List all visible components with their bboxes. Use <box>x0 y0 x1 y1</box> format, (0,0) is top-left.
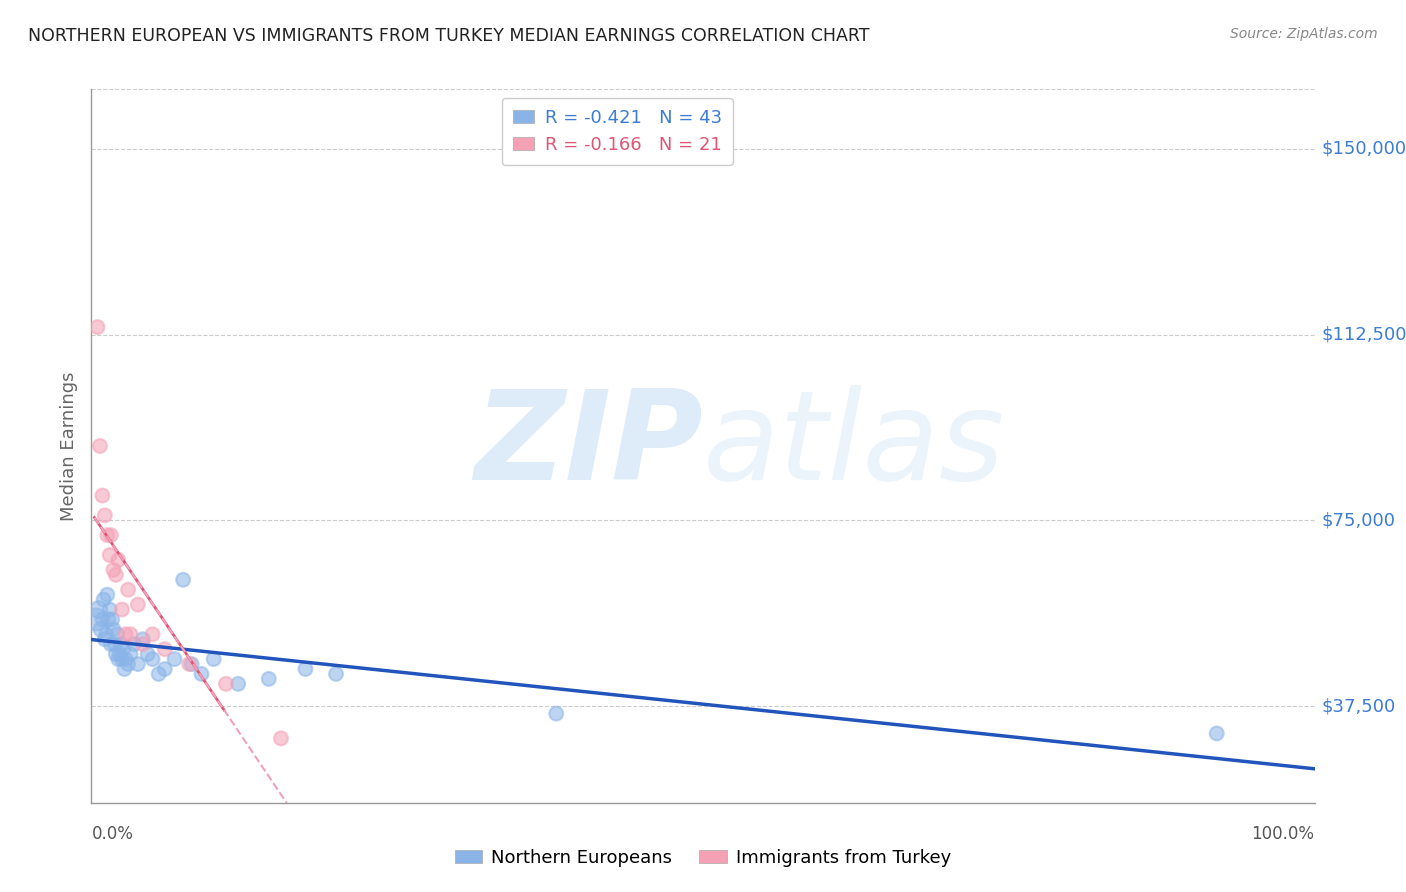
Text: ZIP: ZIP <box>474 385 703 507</box>
Point <box>111 652 134 666</box>
Point <box>153 642 176 657</box>
Point <box>546 706 568 721</box>
Point <box>117 657 139 671</box>
Point <box>215 677 238 691</box>
Point <box>132 632 155 647</box>
Text: atlas: atlas <box>703 385 1005 507</box>
Point <box>114 627 136 641</box>
Point <box>122 637 145 651</box>
Point <box>98 602 121 616</box>
Point <box>132 637 155 651</box>
Point <box>179 657 201 671</box>
Point <box>202 652 225 666</box>
Point <box>96 588 118 602</box>
Point <box>90 623 112 637</box>
Point <box>120 627 142 641</box>
Point <box>86 320 108 334</box>
Y-axis label: Median Earnings: Median Earnings <box>59 371 77 521</box>
Point <box>127 657 149 671</box>
Point <box>108 647 131 661</box>
Point <box>94 632 117 647</box>
Point <box>103 623 125 637</box>
Point <box>148 667 170 681</box>
Point <box>172 573 194 587</box>
Point <box>97 612 120 626</box>
Point <box>101 612 124 626</box>
Point <box>1205 726 1227 740</box>
Point <box>89 439 111 453</box>
Point <box>96 528 118 542</box>
Text: $150,000: $150,000 <box>1322 140 1406 158</box>
Point <box>100 528 122 542</box>
Text: Source: ZipAtlas.com: Source: ZipAtlas.com <box>1230 27 1378 41</box>
Legend: R = -0.421   N = 43, R = -0.166   N = 21: R = -0.421 N = 43, R = -0.166 N = 21 <box>502 98 733 165</box>
Point <box>93 592 115 607</box>
Point <box>141 627 163 641</box>
Point <box>84 612 107 626</box>
Point <box>180 657 202 671</box>
Point <box>104 637 127 651</box>
Point <box>226 677 249 691</box>
Point <box>127 598 149 612</box>
Point <box>294 662 316 676</box>
Point <box>91 489 114 503</box>
Point <box>103 563 125 577</box>
Point <box>94 508 117 523</box>
Point <box>163 652 186 666</box>
Point <box>107 553 129 567</box>
Text: NORTHERN EUROPEAN VS IMMIGRANTS FROM TURKEY MEDIAN EARNINGS CORRELATION CHART: NORTHERN EUROPEAN VS IMMIGRANTS FROM TUR… <box>28 27 870 45</box>
Point <box>117 582 139 597</box>
Point <box>111 602 134 616</box>
Point <box>141 652 163 666</box>
Point <box>104 567 127 582</box>
Text: $37,500: $37,500 <box>1322 698 1396 715</box>
Point <box>120 647 142 661</box>
Legend: Northern Europeans, Immigrants from Turkey: Northern Europeans, Immigrants from Turk… <box>449 842 957 874</box>
Point <box>94 627 117 641</box>
Text: $112,500: $112,500 <box>1322 326 1406 343</box>
Point <box>105 627 128 641</box>
Point <box>104 647 127 661</box>
Point <box>112 662 135 676</box>
Point <box>110 637 132 651</box>
Point <box>98 548 121 562</box>
Point <box>114 652 136 666</box>
Text: 100.0%: 100.0% <box>1251 825 1315 843</box>
Text: 0.0%: 0.0% <box>91 825 134 843</box>
Text: $75,000: $75,000 <box>1322 511 1396 529</box>
Point <box>136 647 159 661</box>
Point <box>107 652 129 666</box>
Point <box>190 667 212 681</box>
Point <box>153 662 176 676</box>
Point <box>257 672 280 686</box>
Point <box>87 602 110 616</box>
Point <box>91 612 114 626</box>
Point <box>100 637 122 651</box>
Point <box>112 642 135 657</box>
Point <box>325 667 347 681</box>
Point <box>270 731 292 746</box>
